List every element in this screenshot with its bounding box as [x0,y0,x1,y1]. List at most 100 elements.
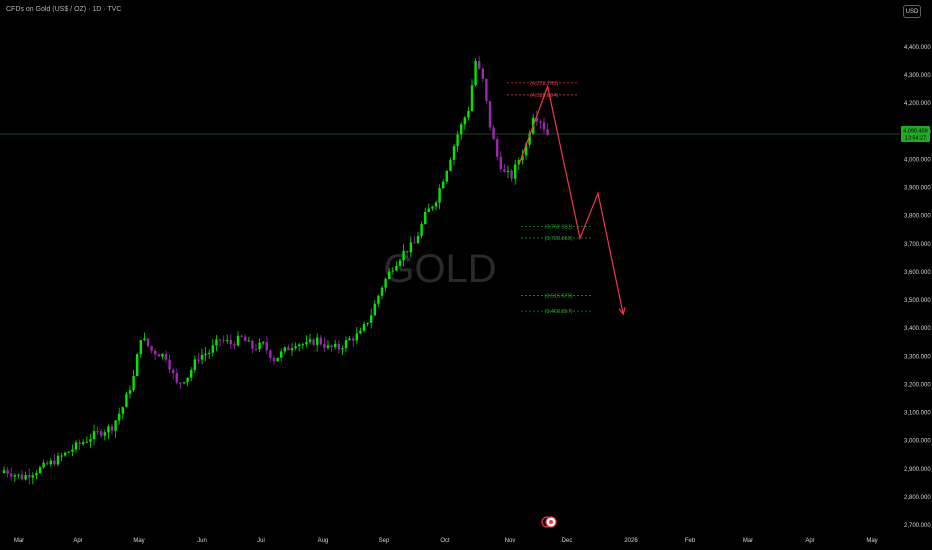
candle-body [355,333,358,341]
candle-body [265,342,268,351]
fib-level-label: (4,272.705) [530,81,558,87]
candle-body [143,338,146,341]
time-tick-label: Mar [14,538,24,544]
time-tick-label: Apr [73,538,82,544]
currency-button[interactable]: USD [903,5,921,18]
candle-body [136,354,139,377]
candle-body [13,475,16,477]
candle-body [370,315,373,323]
candle-body [485,78,488,102]
candle-body [211,345,214,353]
candle-body [107,426,110,433]
time-tick-label: 2026 [624,538,638,544]
time-tick-label: Nov [505,538,516,544]
candle-body [67,451,70,453]
candle-body [251,340,254,349]
candle-body [121,407,124,414]
candle-body [334,343,337,348]
candle-body [46,462,49,465]
price-tag: 4,090.459 13:54:27 [901,126,930,143]
candle-body [499,156,502,170]
time-tick-label: Feb [685,538,696,544]
price-tick-label: 2,800.000 [904,495,931,501]
candle-body [344,340,348,349]
projection-line [518,84,624,315]
projection-drawing [518,84,626,316]
time-tick-label: Oct [440,538,450,544]
candle-body [416,236,420,244]
candle-body [208,352,211,354]
candle-body [272,357,276,362]
candle-body [100,431,103,436]
time-tick-label: Jun [197,538,207,544]
candle-body [28,475,31,478]
fib-levels: (4,272.705)(4,229.804)(3,762.331)(3,720.… [507,81,592,315]
candle-body [154,350,157,355]
candle-body [377,295,380,304]
event-marker-icon[interactable] [541,516,557,528]
candle-body [244,336,247,342]
candle-body [463,117,466,125]
price-tick-label: 4,300.000 [904,73,931,79]
candles [2,56,549,485]
candle-body [431,206,434,209]
candle-body [146,338,150,347]
candle-body [92,431,96,440]
price-tick-label: 3,900.000 [904,186,931,192]
candle-body [218,339,222,341]
price-tick-label: 4,000.000 [904,157,931,163]
candle-body [514,164,517,179]
candle-body [233,344,236,346]
candle-body [546,129,549,136]
candle-body [125,393,128,408]
time-tick-label: Jul [257,538,265,544]
time-tick-label: Sep [379,538,390,544]
time-tick-label: Dec [562,538,573,544]
candle-body [150,346,153,351]
candle-body [114,420,117,431]
candle-body [280,351,283,358]
candle-body [74,442,78,450]
candle-body [258,342,261,350]
candle-body [398,260,402,266]
projection-arrowhead [618,307,626,316]
candle-body [535,117,538,122]
candle-body [506,171,510,173]
candle-body [524,144,528,156]
candle-body [229,340,232,345]
candle-body [395,265,398,271]
candle-body [445,170,448,182]
candle-body [341,348,344,350]
candle-body [164,353,168,360]
candle-body [42,462,45,468]
candle-body [60,455,63,457]
candle-body [348,338,351,341]
candle-body [215,339,218,346]
candle-body [319,337,322,345]
candle-body [517,160,520,165]
candle-body [460,124,463,135]
candle-body [197,359,200,361]
candle-body [157,354,160,357]
candle-body [323,344,326,348]
candle-body [528,133,531,145]
candle-body [49,460,52,465]
candle-body [452,146,456,160]
price-tick-label: 3,100.000 [904,411,931,417]
candle-body [182,382,186,384]
candle-body [186,377,189,383]
candle-body [71,449,74,452]
candle-body [6,470,9,474]
candle-body [384,278,387,288]
candle-body [402,250,405,261]
price-tick-label: 3,600.000 [904,270,931,276]
candle-body [89,439,92,442]
candle-body [442,181,445,189]
candle-body [128,390,132,394]
fib-level-label: (3,720.869) [545,236,573,242]
candle-body [373,303,376,316]
candle-body [434,202,438,207]
time-axis: Mar Apr May Jun Jul Aug Sep Oct Nov Dec 2026 Feb Mar… [14,538,878,544]
candle-body [64,452,67,456]
